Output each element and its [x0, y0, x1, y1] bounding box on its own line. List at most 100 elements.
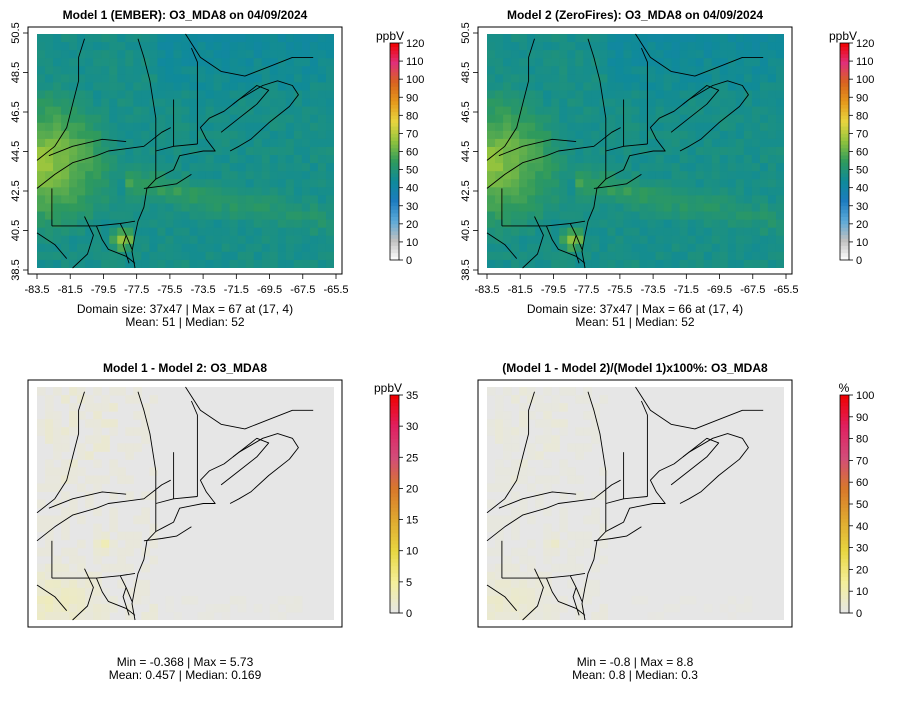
heatmap-cell: [157, 42, 167, 51]
heatmap-cell: [519, 403, 528, 412]
heatmap-cell: [61, 34, 70, 43]
heatmap-cell: [503, 579, 512, 589]
colorbar-segment: [390, 573, 399, 578]
heatmap-cell: [181, 90, 191, 100]
heatmap-cell: [213, 155, 223, 164]
heatmap-cell: [101, 395, 110, 404]
heatmap-cell: [221, 90, 231, 100]
heatmap-cell: [559, 98, 568, 108]
heatmap-cell: [53, 475, 62, 485]
heatmap-cell: [519, 171, 528, 180]
heatmap-cell: [503, 387, 512, 396]
heatmap-cell: [237, 74, 247, 84]
heatmap-cell: [623, 34, 633, 43]
heatmap-cell: [567, 227, 576, 237]
heatmap-cell: [631, 195, 641, 205]
heatmap-cell: [109, 34, 118, 43]
heatmap-cell: [109, 82, 118, 92]
heatmap-cell: [61, 251, 70, 261]
heatmap-cell: [77, 603, 86, 613]
heatmap-cell: [173, 259, 183, 268]
heatmap-cell: [767, 66, 777, 75]
heatmap-cell: [503, 259, 512, 268]
heatmap-cell: [213, 227, 223, 237]
heatmap-cell: [727, 34, 737, 43]
heatmap-cell: [663, 114, 673, 124]
heatmap-cell: [503, 106, 512, 116]
heatmap-cell: [487, 42, 496, 51]
heatmap-cell: [157, 66, 167, 75]
heatmap-cell: [197, 155, 207, 164]
heatmap-cell: [655, 203, 665, 213]
heatmap-cell: [679, 58, 689, 67]
heatmap-cell: [663, 98, 673, 108]
heatmap-cell: [261, 243, 271, 253]
heatmap-cell: [197, 42, 207, 51]
heatmap-cell: [487, 243, 496, 253]
heatmap-cell: [45, 106, 54, 116]
heatmap-cell: [93, 106, 102, 116]
heatmap-cell: [663, 179, 673, 188]
heatmap-cell: [173, 251, 183, 261]
heatmap-cell: [703, 171, 713, 180]
heatmap-cell: [117, 443, 126, 452]
heatmap-cell: [527, 138, 536, 148]
heatmap-cell: [543, 403, 552, 412]
heatmap-cell: [37, 587, 46, 597]
heatmap-cell: [679, 251, 689, 261]
heatmap-cell: [245, 243, 255, 253]
heatmap-cell: [45, 130, 54, 140]
heatmap-cell: [325, 114, 334, 124]
heatmap-cell: [495, 419, 504, 428]
heatmap-cell: [527, 515, 536, 525]
heatmap-cell: [767, 179, 777, 188]
heatmap-cell: [301, 219, 311, 229]
heatmap-cell: [69, 74, 78, 84]
colorbar-segment: [390, 493, 399, 498]
heatmap-cell: [671, 155, 681, 164]
heatmap-cell: [551, 82, 560, 92]
heatmap-cell: [719, 195, 729, 205]
heatmap-cell: [61, 82, 70, 92]
heatmap-cell: [189, 595, 199, 605]
heatmap-cell: [277, 58, 287, 67]
heatmap-cell: [567, 211, 576, 221]
heatmap-cell: [213, 74, 223, 84]
heatmap-cell: [671, 130, 681, 140]
heatmap-cell: [575, 66, 584, 75]
heatmap-cell: [221, 106, 231, 116]
heatmap-cell: [583, 203, 592, 213]
heatmap-cell: [149, 42, 159, 51]
colorbar-segment: [390, 395, 399, 400]
heatmap-cell: [269, 243, 279, 253]
heatmap-cell: [45, 243, 54, 253]
colorbar-segment: [840, 569, 849, 574]
heatmap-cell: [695, 171, 705, 180]
heatmap-cell: [735, 42, 745, 51]
heatmap-cell: [551, 106, 560, 116]
heatmap-cell: [189, 66, 199, 75]
heatmap-cell: [631, 122, 641, 132]
heatmap-cell: [663, 146, 673, 156]
colorbar-segment: [840, 543, 849, 548]
heatmap-cell: [671, 42, 681, 51]
heatmap-cell: [711, 227, 721, 237]
heatmap-cell: [85, 98, 94, 108]
heatmap-cell: [535, 579, 544, 589]
heatmap-cell: [495, 130, 504, 140]
colorbar-tick-label: 20: [856, 564, 868, 576]
heatmap-cell: [261, 171, 271, 180]
heatmap-cell: [77, 34, 86, 43]
heatmap-cell: [45, 98, 54, 108]
heatmap-cell: [567, 122, 576, 132]
heatmap-cell: [519, 187, 528, 196]
heatmap-cell: [125, 138, 134, 148]
heatmap-cell: [317, 138, 327, 148]
heatmap-cell: [655, 42, 665, 51]
colorbar-segment: [840, 456, 849, 461]
colorbar-segment: [390, 184, 399, 189]
heatmap-cell: [237, 171, 247, 180]
heatmap-cell: [487, 515, 496, 525]
colorbar-segment: [390, 223, 399, 228]
heatmap-cell: [61, 42, 70, 51]
